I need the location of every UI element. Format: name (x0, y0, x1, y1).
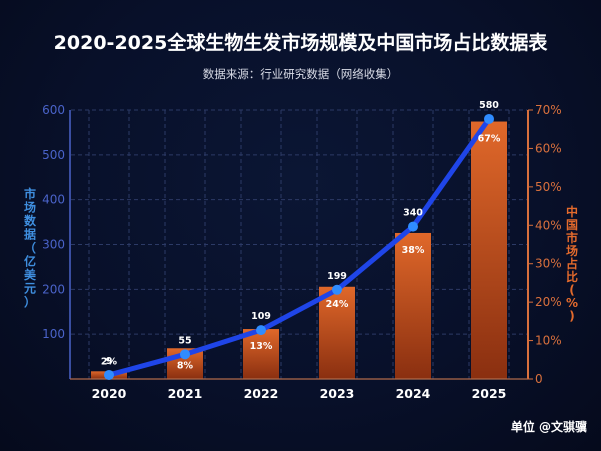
point-2022 (256, 325, 266, 336)
axis-title-char: 数 (24, 213, 37, 228)
line-value-label: 109 (251, 311, 271, 322)
axis-title-char: 占 (566, 256, 578, 271)
bar-series (91, 121, 507, 380)
bar-2024 (395, 232, 431, 379)
axis-title-char: 美 (24, 267, 37, 282)
bar-value-label: 38% (402, 245, 425, 256)
x-tick-label: 2022 (244, 386, 279, 401)
y-tick-left-label: 600 (42, 103, 65, 117)
y-tick-left-label: 500 (42, 148, 65, 162)
grid (71, 109, 527, 379)
x-tick-label: 2023 (320, 386, 355, 401)
line-value-label: 55 (178, 335, 191, 346)
x-tick-label: 2021 (168, 386, 203, 401)
y-tick-right-label: 0 (535, 372, 543, 386)
market-size-line (106, 116, 492, 378)
axis-title-char: ( (569, 283, 574, 297)
y-tick-left-label: 100 (42, 327, 65, 341)
point-2025 (484, 113, 494, 124)
axis-title-char: 亿 (24, 254, 36, 269)
data-labels: 9 55 109 199 340 580 2% 8% 13% 24% 38% 67% (101, 100, 501, 371)
axis-title-char: 市 (566, 230, 578, 245)
axis-title-char: 中 (566, 204, 578, 219)
y-tick-right-label: 20% (535, 295, 562, 309)
bar-2022 (243, 329, 279, 379)
y-tick-left-label: 300 (42, 238, 65, 252)
axis-title-char: 市 (24, 186, 36, 201)
chart-title: 2020-2025全球生物生发市场规模及中国市场占比数据表 (53, 32, 548, 54)
axis-title-char: 比 (566, 269, 578, 284)
y-tick-right-label: 60% (535, 141, 562, 155)
line-series (104, 113, 494, 380)
axes: 100 200 300 400 500 600 0 10% 20% 30% 40% 50% 60% 70%… (42, 103, 562, 401)
chart-subtitle: 数据来源：行业研究数据（网络收集） (202, 67, 399, 81)
bar-2025 (471, 121, 507, 380)
y-axis-right-label: 中国市场占比(%) (566, 204, 578, 323)
y-tick-right-label: 70% (535, 103, 562, 117)
point-2023 (332, 284, 342, 295)
bar-value-label: 2% (101, 356, 118, 367)
watermark: 单位 @文骐骥 (510, 420, 587, 434)
axis-title-char: 据 (24, 227, 36, 242)
point-2024 (408, 221, 418, 232)
axis-title-char: ） (24, 294, 36, 309)
x-tick-label: 2024 (396, 386, 431, 401)
line-value-label: 580 (479, 100, 499, 111)
line-value-label: 340 (403, 208, 423, 219)
y-tick-right-label: 10% (535, 334, 562, 348)
bar-2023 (319, 286, 355, 379)
point-2020 (104, 369, 114, 380)
y-tick-right-label: 50% (535, 180, 562, 194)
axis-title-char: ) (569, 309, 574, 323)
point-2021 (180, 349, 190, 360)
y-tick-left-label: 400 (42, 193, 65, 207)
y-axis-left-label: 市场数据（亿美元） (24, 186, 37, 309)
axis-title-char: 元 (24, 282, 36, 296)
axis-title-char: % (566, 296, 578, 310)
bar-value-label: 67% (478, 134, 501, 145)
line-value-label: 199 (327, 271, 347, 282)
x-tick-label: 2020 (92, 386, 127, 401)
x-tick-label: 2025 (472, 386, 507, 401)
y-tick-right-label: 40% (535, 218, 562, 232)
axis-title-char: （ (24, 240, 36, 255)
axis-title-char: 国 (566, 218, 578, 232)
bar-value-label: 13% (250, 341, 273, 352)
axis-title-char: 场 (24, 201, 36, 215)
y-tick-right-label: 30% (535, 257, 562, 271)
bar-value-label: 8% (177, 360, 194, 371)
y-tick-left-label: 200 (42, 282, 65, 296)
axis-title-char: 场 (566, 244, 578, 258)
bar-value-label: 24% (326, 299, 349, 310)
line-value-label: 9 (106, 356, 113, 367)
